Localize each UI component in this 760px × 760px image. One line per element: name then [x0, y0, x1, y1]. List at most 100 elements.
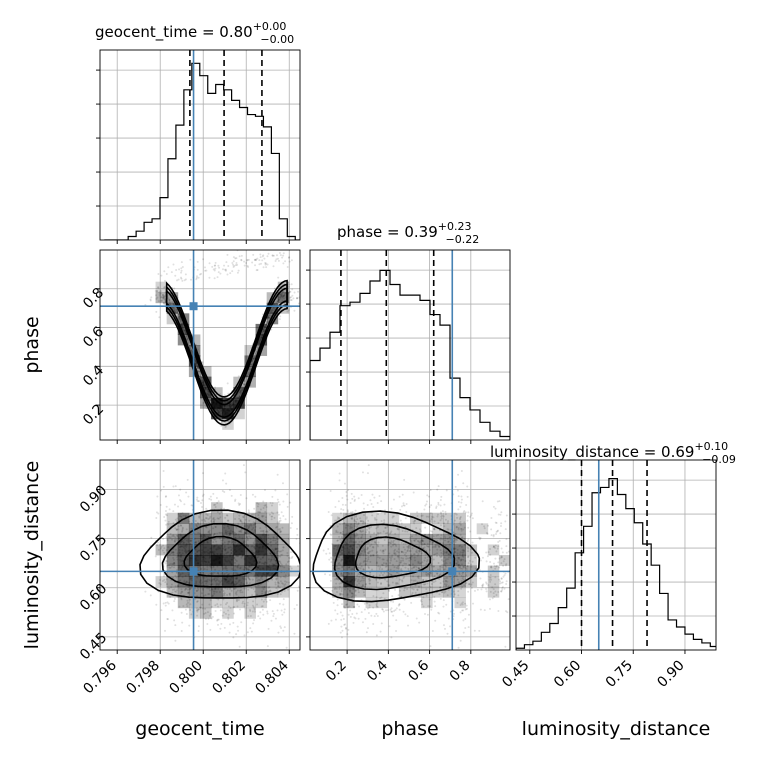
sample-point: [196, 554, 199, 557]
sample-point: [168, 299, 171, 302]
density-bin: [166, 555, 179, 566]
sample-point: [204, 617, 207, 620]
sample-point: [386, 525, 389, 528]
sample-point: [473, 629, 476, 632]
sample-point: [240, 390, 243, 393]
sample-point: [266, 542, 269, 545]
sample-point: [168, 301, 171, 304]
sample-point: [209, 399, 212, 402]
sample-point: [383, 521, 386, 524]
sample-point: [252, 357, 255, 360]
sample-point: [197, 562, 200, 565]
contour-line: [161, 522, 280, 588]
sample-point: [345, 532, 348, 535]
sample-point: [238, 255, 241, 258]
sample-point: [226, 601, 229, 604]
sample-point: [176, 584, 179, 587]
sample-point: [499, 525, 502, 528]
sample-point: [223, 413, 226, 416]
density-bin: [387, 533, 400, 545]
sample-point: [161, 294, 164, 297]
sample-point: [401, 580, 404, 583]
sample-point: [211, 615, 214, 618]
sample-point: [156, 290, 159, 293]
sample-point: [290, 296, 293, 299]
sample-point: [215, 402, 218, 405]
sample-point: [214, 267, 217, 270]
sample-point: [245, 535, 248, 538]
sample-point: [208, 529, 211, 532]
sample-point: [223, 541, 226, 544]
sample-point: [180, 563, 183, 566]
sample-point: [253, 575, 256, 578]
sample-point: [180, 322, 183, 325]
sample-point: [355, 522, 358, 525]
sample-point: [235, 545, 238, 548]
sample-point: [202, 558, 205, 561]
sample-point: [283, 566, 286, 569]
density-bin: [410, 555, 422, 566]
sample-point: [219, 603, 222, 606]
sample-point: [483, 525, 486, 528]
sample-point: [184, 273, 187, 276]
sample-point: [376, 554, 379, 557]
sample-point: [259, 568, 262, 571]
sample-point: [467, 538, 470, 541]
sample-point: [187, 538, 190, 541]
sample-point: [173, 600, 176, 603]
sample-point: [242, 600, 245, 603]
title-minus: −0.22: [446, 233, 480, 246]
sample-point: [180, 568, 183, 571]
density-bin: [398, 533, 411, 545]
sample-point: [293, 632, 296, 635]
sample-point: [219, 406, 222, 409]
sample-point: [206, 541, 209, 544]
sample-point: [271, 254, 274, 257]
sample-point: [262, 588, 265, 591]
sample-point: [289, 299, 292, 302]
sample-point: [216, 501, 219, 504]
sample-point: [390, 573, 393, 576]
sample-point: [203, 384, 206, 387]
sample-point: [156, 296, 159, 299]
sample-point: [375, 518, 378, 521]
sample-point: [209, 394, 212, 397]
sample-point: [206, 565, 209, 568]
sample-point: [232, 545, 235, 548]
sample-point: [345, 513, 348, 516]
sample-point: [178, 564, 181, 567]
sample-point: [252, 542, 255, 545]
sample-point: [427, 605, 430, 608]
sample-point: [244, 471, 247, 474]
sample-point: [340, 559, 343, 562]
density-bin: [454, 544, 466, 556]
sample-point: [500, 511, 503, 514]
sample-point: [461, 553, 464, 556]
sample-point: [176, 534, 179, 537]
sample-point: [239, 494, 242, 497]
sample-point: [243, 264, 246, 267]
sample-point: [199, 502, 202, 505]
sample-point: [249, 562, 252, 565]
sample-point: [228, 532, 231, 535]
sample-point: [195, 276, 198, 279]
sample-point: [200, 552, 203, 555]
sample-point: [249, 610, 252, 613]
sample-point: [178, 552, 181, 555]
sample-point: [232, 260, 235, 263]
sample-point: [256, 539, 259, 542]
sample-point: [237, 580, 240, 583]
sample-point: [234, 500, 237, 503]
sample-point: [449, 538, 452, 541]
sample-point: [227, 613, 230, 616]
sample-point: [412, 553, 415, 556]
sample-point: [169, 595, 172, 598]
sample-point: [169, 532, 172, 535]
sample-point: [165, 523, 168, 526]
sample-point: [456, 578, 459, 581]
sample-point: [462, 631, 465, 634]
sample-point: [251, 556, 254, 559]
density-bin: [376, 523, 389, 535]
sample-point: [234, 403, 237, 406]
